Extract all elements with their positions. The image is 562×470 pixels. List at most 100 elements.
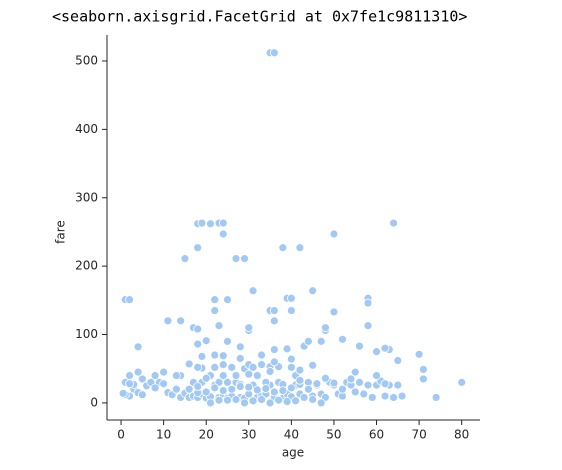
point [286, 306, 296, 315]
point [218, 371, 228, 380]
point [329, 378, 339, 388]
point [380, 343, 390, 353]
point [231, 371, 241, 380]
point [282, 397, 292, 406]
y-tick-label: 400 [75, 122, 98, 136]
point [218, 218, 228, 228]
point [227, 384, 237, 394]
point [299, 393, 309, 402]
point [214, 321, 224, 331]
y-tick-label: 300 [75, 190, 98, 204]
point [350, 367, 360, 377]
point [265, 398, 275, 408]
point [355, 341, 364, 351]
point [389, 218, 398, 228]
point [193, 339, 203, 349]
point [372, 347, 381, 357]
point [269, 48, 279, 58]
point [304, 384, 313, 394]
x-tick-label: 0 [117, 428, 125, 442]
output-text: <seaborn.axisgrid.FacetGrid at 0x7fe1c98… [52, 8, 467, 26]
point [282, 344, 292, 354]
point [291, 396, 301, 406]
point [210, 350, 220, 360]
point [244, 369, 254, 379]
point [257, 350, 266, 360]
x-tick-label: 10 [156, 428, 171, 442]
point [308, 395, 318, 404]
point [231, 254, 241, 264]
point [235, 354, 245, 363]
point [372, 371, 381, 380]
point [295, 365, 305, 375]
x-tick-label: 60 [369, 428, 384, 442]
point [308, 360, 318, 370]
point [180, 254, 190, 264]
point [214, 395, 224, 405]
point [278, 386, 288, 395]
point [257, 395, 266, 404]
point [380, 379, 390, 389]
point [363, 321, 373, 331]
point [252, 385, 262, 395]
point [363, 298, 373, 308]
point [125, 379, 134, 389]
point [223, 336, 232, 346]
point [274, 395, 283, 405]
point [218, 351, 228, 361]
point [321, 373, 330, 383]
point [244, 382, 254, 392]
point [363, 380, 373, 390]
point [248, 362, 258, 372]
point [223, 395, 232, 405]
point [118, 388, 128, 398]
y-tick-label: 500 [75, 53, 98, 67]
y-tick-label: 100 [75, 327, 98, 341]
point [389, 393, 398, 402]
point [338, 334, 347, 344]
point [125, 371, 134, 380]
point [431, 393, 441, 402]
point [137, 374, 147, 384]
point [172, 384, 181, 394]
point [269, 306, 279, 315]
x-axis-label: age [282, 446, 304, 460]
point [252, 371, 262, 380]
point [414, 349, 424, 359]
point [286, 354, 296, 364]
point [150, 383, 160, 393]
point [210, 362, 220, 372]
point [210, 383, 220, 393]
point [261, 384, 271, 393]
point [201, 373, 211, 383]
point [329, 229, 339, 239]
point [218, 360, 228, 370]
point [184, 359, 194, 369]
point [206, 219, 215, 229]
point [257, 360, 266, 370]
point [380, 391, 390, 401]
point [227, 362, 237, 372]
point [286, 293, 296, 303]
point [176, 316, 186, 326]
x-tick-label: 80 [454, 428, 469, 442]
x-tick-label: 40 [284, 428, 299, 442]
point [218, 386, 228, 395]
point [248, 396, 258, 406]
point [269, 387, 279, 397]
point [193, 382, 203, 391]
point [159, 367, 169, 377]
point [172, 371, 181, 380]
x-tick-label: 50 [326, 428, 341, 442]
point [355, 377, 364, 387]
point [418, 364, 428, 374]
point [133, 342, 143, 352]
point [359, 389, 369, 399]
point [150, 371, 160, 380]
point [201, 387, 211, 397]
point [269, 345, 279, 354]
point [133, 367, 143, 377]
point [295, 375, 305, 385]
point [269, 357, 279, 367]
point [308, 286, 318, 296]
